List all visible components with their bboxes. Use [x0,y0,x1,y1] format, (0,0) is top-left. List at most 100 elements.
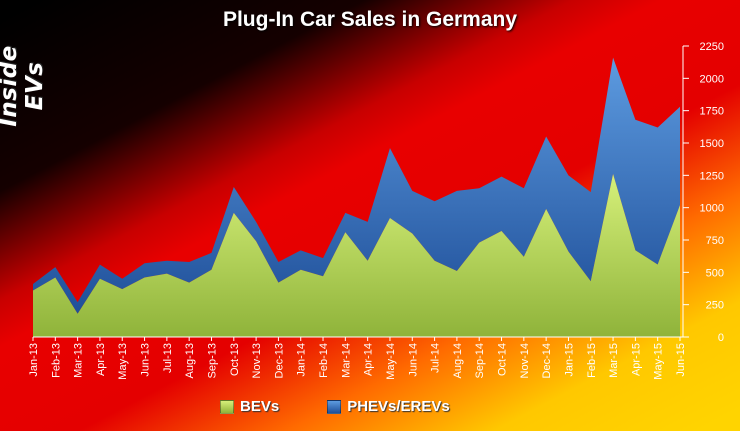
x-tick-label: Sep-13 [206,343,218,378]
point-phevs [679,105,682,108]
point-bevs [433,259,436,262]
point-bevs [634,249,637,252]
chart-title: Plug-In Car Sales in Germany [222,8,518,31]
phevs-swatch-icon [327,399,342,414]
point-phevs [500,175,503,178]
x-tick-label: Aug-14 [452,343,464,378]
x-tick-label: Apr-14 [363,343,375,376]
x-tick-label: Mar-13 [73,343,85,378]
point-phevs [98,263,101,266]
point-bevs [656,263,659,266]
point-phevs [232,185,235,188]
point-phevs [589,191,592,194]
point-bevs [500,229,503,232]
series-area-phevs [33,57,680,314]
point-bevs [589,280,592,283]
x-tick-label: Jul-13 [162,343,174,373]
y-tick-label: 1750 [700,106,724,118]
x-tick-label: Jan-14 [296,343,308,377]
point-phevs [567,174,570,177]
point-phevs [634,118,637,121]
point-phevs [54,266,57,269]
x-tick-label: Aug-13 [184,343,196,378]
x-tick-label: Mar-14 [340,343,352,378]
point-phevs [188,260,191,263]
point-bevs [679,204,682,207]
x-tick-label: Apr-15 [630,343,642,376]
x-tick-label: May-14 [385,343,397,380]
x-tick-label: Jun-14 [407,343,419,377]
point-phevs [478,187,481,190]
point-bevs [299,268,302,271]
point-phevs [299,249,302,252]
point-bevs [545,207,548,210]
legend-item-bevs: BEVs [220,398,279,415]
point-bevs [411,232,414,235]
bevs-swatch-icon [220,399,234,414]
x-tick-label: Apr-13 [95,343,107,376]
legend-label-bevs: BEVs [240,398,280,415]
point-phevs [322,257,325,260]
x-tick-label: Feb-14 [318,343,330,378]
point-phevs [277,260,280,263]
point-bevs [255,240,258,243]
point-bevs [210,268,213,271]
point-bevs [388,217,391,220]
x-tick-label: Dec-14 [541,343,553,378]
point-bevs [143,276,146,279]
x-tick-label: Jun-13 [140,343,152,377]
x-tick-label: Jun-15 [675,343,687,377]
y-tick-label: 2000 [700,73,724,85]
series-area-bevs [33,174,680,337]
point-phevs [522,187,525,190]
point-phevs [32,282,35,285]
legend-item-phevs: PHEVs/EREVs [327,398,450,415]
y-tick-label: 1500 [700,138,724,150]
point-bevs [612,173,615,176]
point-bevs [344,231,347,234]
y-tick-label: 0 [718,332,724,344]
x-tick-label: Jan-15 [563,343,575,377]
x-tick-label: Nov-14 [519,343,531,378]
point-bevs [232,211,235,214]
x-tick-label: Dec-13 [273,343,285,378]
point-phevs [545,135,548,138]
point-phevs [612,56,615,59]
x-tick-label: Oct-14 [497,343,509,376]
x-tick-label: Jul-14 [430,343,442,373]
x-tick-label: Mar-15 [608,343,620,378]
point-bevs [32,289,35,292]
x-tick-label: Sep-14 [474,343,486,378]
point-bevs [522,255,525,258]
point-bevs [98,277,101,280]
point-phevs [433,200,436,203]
point-bevs [322,275,325,278]
point-phevs [165,259,168,262]
y-tick-label: 250 [706,300,724,312]
point-bevs [76,312,79,315]
x-tick-label: Feb-13 [50,343,62,378]
point-bevs [188,281,191,284]
point-phevs [388,147,391,150]
point-phevs [344,211,347,214]
y-tick-label: 1250 [700,170,724,182]
point-bevs [455,270,458,273]
point-phevs [76,301,79,304]
point-bevs [366,259,369,262]
x-tick-label: Feb-15 [586,343,598,378]
point-phevs [455,189,458,192]
x-tick-label: Nov-13 [251,343,263,378]
inside-evs-logo: Inside EVs [0,45,48,127]
x-tick-label: May-13 [117,343,129,380]
x-tick-label: Jan-13 [28,343,40,377]
point-phevs [121,277,124,280]
y-tick-label: 500 [706,267,724,279]
point-phevs [411,189,414,192]
point-bevs [165,272,168,275]
point-phevs [210,251,213,254]
x-tick-label: May-15 [653,343,665,380]
y-tick-label: 750 [706,235,724,247]
y-tick-label: 1000 [700,203,724,215]
point-phevs [255,220,258,223]
